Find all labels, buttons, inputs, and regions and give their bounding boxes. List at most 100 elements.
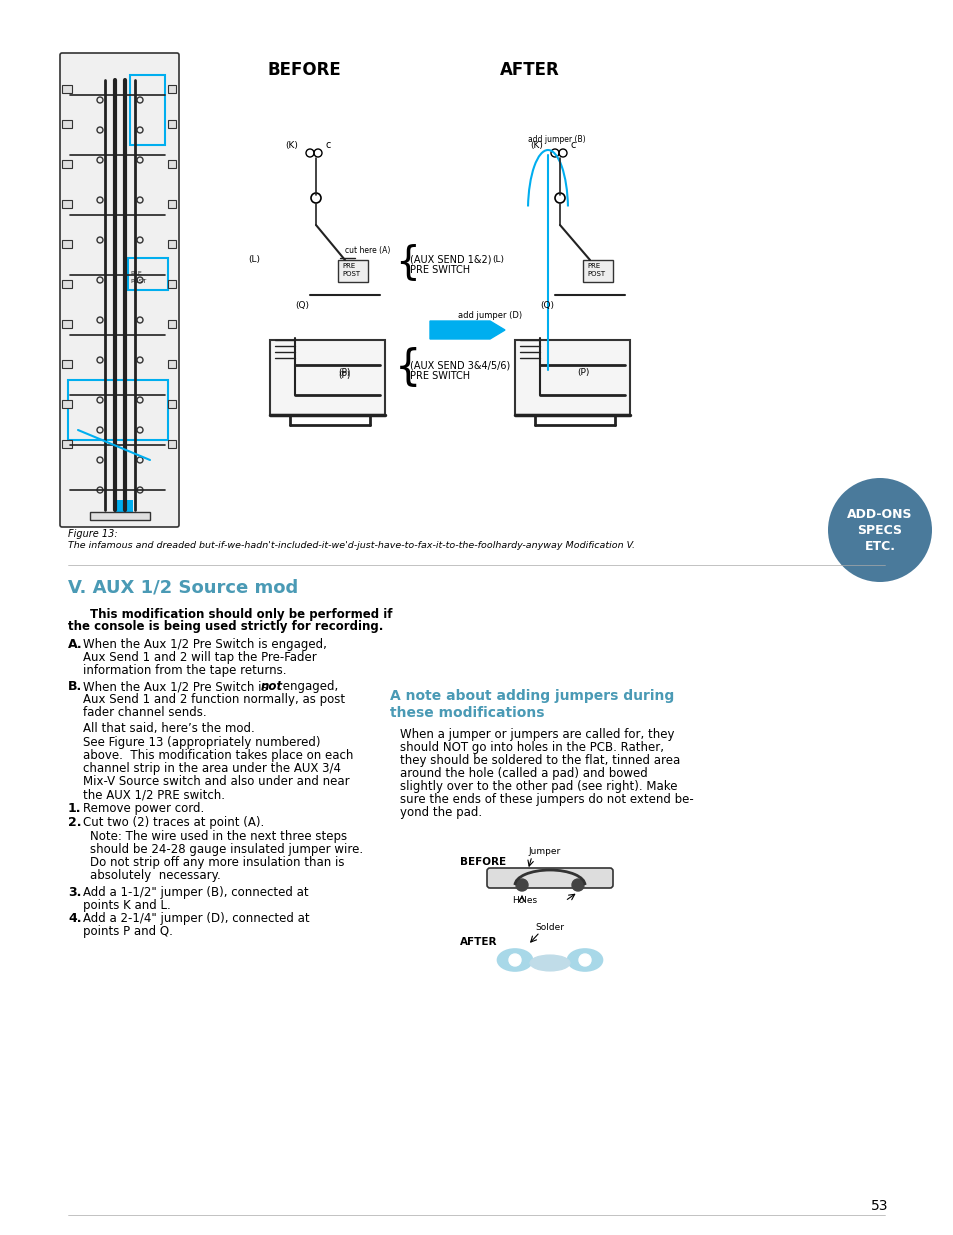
Circle shape [827, 478, 931, 582]
Bar [62, 440, 71, 448]
Text: these modifications: these modifications [390, 706, 544, 720]
Text: not: not [261, 680, 283, 693]
Text: slightly over to the other pad (see right). Make: slightly over to the other pad (see righ… [399, 781, 677, 793]
Text: above.  This modification takes place on each: above. This modification takes place on … [83, 748, 353, 762]
Text: Mix-V Source switch and also under and near: Mix-V Source switch and also under and n… [83, 776, 349, 788]
Text: absolutely  necessary.: absolutely necessary. [90, 869, 220, 882]
Text: (P): (P) [337, 368, 350, 377]
Text: 3.: 3. [68, 885, 81, 899]
Bar [168, 280, 175, 288]
Bar [62, 161, 71, 168]
Text: c: c [571, 140, 576, 149]
Circle shape [578, 953, 590, 966]
Bar [168, 440, 175, 448]
Text: Add a 2-1/4" jumper (D), connected at: Add a 2-1/4" jumper (D), connected at [83, 911, 310, 925]
FancyBboxPatch shape [60, 53, 179, 527]
Text: Do not strip off any more insulation than is: Do not strip off any more insulation tha… [90, 856, 344, 869]
Text: SPECS: SPECS [857, 524, 902, 536]
Text: When a jumper or jumpers are called for, they: When a jumper or jumpers are called for,… [399, 727, 674, 741]
Text: points K and L.: points K and L. [83, 899, 171, 911]
Text: PRE SWITCH: PRE SWITCH [410, 266, 470, 275]
Text: the console is being used strictly for recording.: the console is being used strictly for r… [68, 620, 383, 634]
Bar [62, 120, 71, 128]
Text: PRE: PRE [341, 263, 355, 269]
Text: ETC.: ETC. [863, 540, 895, 552]
Text: (Q): (Q) [539, 301, 554, 310]
Ellipse shape [497, 948, 532, 971]
Bar [168, 161, 175, 168]
Text: cut here (A): cut here (A) [345, 246, 390, 254]
Text: B.: B. [68, 680, 82, 693]
Circle shape [516, 879, 527, 890]
Text: (L): (L) [492, 254, 503, 264]
Text: (P): (P) [337, 370, 350, 380]
Text: ADD-ONS: ADD-ONS [846, 508, 912, 520]
Bar [62, 320, 71, 329]
Circle shape [509, 953, 520, 966]
Text: AFTER: AFTER [459, 937, 497, 947]
Text: c: c [326, 140, 331, 149]
Text: Figure 13:: Figure 13: [68, 529, 117, 538]
Text: should NOT go into holes in the PCB. Rather,: should NOT go into holes in the PCB. Rat… [399, 741, 663, 755]
Text: {: { [395, 347, 421, 389]
Bar [168, 400, 175, 408]
Text: Solder: Solder [535, 923, 563, 932]
Text: (Q): (Q) [294, 301, 309, 310]
Bar [62, 280, 71, 288]
Text: they should be soldered to the flat, tinned area: they should be soldered to the flat, tin… [399, 755, 679, 767]
Text: (K): (K) [530, 141, 542, 149]
Text: When the Aux 1/2 Pre Switch is: When the Aux 1/2 Pre Switch is [83, 680, 271, 693]
Text: around the hole (called a pad) and bowed: around the hole (called a pad) and bowed [399, 767, 647, 781]
Text: V. AUX 1/2 Source mod: V. AUX 1/2 Source mod [68, 578, 298, 597]
Text: PRE SWITCH: PRE SWITCH [410, 370, 470, 382]
Text: (K): (K) [285, 141, 297, 149]
Bar [62, 400, 71, 408]
Bar [62, 200, 71, 207]
Text: points P and Q.: points P and Q. [83, 925, 172, 939]
Text: add jumper (B): add jumper (B) [527, 135, 585, 144]
Text: Remove power cord.: Remove power cord. [83, 802, 204, 815]
Text: {: { [395, 243, 419, 282]
Text: add jumper (D): add jumper (D) [457, 311, 521, 320]
Text: the AUX 1/2 PRE switch.: the AUX 1/2 PRE switch. [83, 788, 225, 802]
Text: This modification should only be performed if: This modification should only be perform… [90, 608, 392, 621]
Text: BEFORE: BEFORE [459, 857, 506, 867]
Ellipse shape [567, 948, 602, 971]
Text: Aux Send 1 and 2 will tap the Pre-Fader: Aux Send 1 and 2 will tap the Pre-Fader [83, 651, 316, 664]
Text: yond the pad.: yond the pad. [399, 806, 481, 819]
Bar [128, 258, 168, 290]
Text: The infamous and dreaded but-if-we-hadn't-included-it-we'd-just-have-to-fax-it-t: The infamous and dreaded but-if-we-hadn'… [68, 541, 635, 550]
Bar [130, 75, 165, 144]
Text: should be 24-28 gauge insulated jumper wire.: should be 24-28 gauge insulated jumper w… [90, 844, 363, 856]
Text: POST: POST [130, 279, 146, 284]
Bar [337, 261, 368, 282]
Ellipse shape [530, 955, 569, 971]
Bar [168, 120, 175, 128]
Bar [62, 85, 71, 93]
Bar [168, 240, 175, 248]
Text: A.: A. [68, 638, 83, 651]
Text: 53: 53 [870, 1199, 888, 1213]
Bar [115, 500, 132, 517]
Text: (L): (L) [248, 254, 260, 264]
Bar [582, 261, 613, 282]
Bar [515, 340, 629, 415]
Bar [168, 200, 175, 207]
Text: sure the ends of these jumpers do not extend be-: sure the ends of these jumpers do not ex… [399, 793, 693, 806]
Bar [270, 340, 385, 415]
Text: information from the tape returns.: information from the tape returns. [83, 664, 286, 677]
Text: All that said, here’s the mod.: All that said, here’s the mod. [83, 722, 254, 735]
Text: AFTER: AFTER [499, 61, 559, 79]
Text: POST: POST [586, 270, 604, 277]
Text: See Figure 13 (appropriately numbered): See Figure 13 (appropriately numbered) [83, 736, 320, 748]
Text: PRE: PRE [586, 263, 599, 269]
Bar [90, 513, 150, 520]
Bar [168, 85, 175, 93]
FancyBboxPatch shape [486, 868, 613, 888]
Bar [62, 359, 71, 368]
Text: channel strip in the area under the AUX 3/4: channel strip in the area under the AUX … [83, 762, 340, 776]
Text: engaged,: engaged, [278, 680, 338, 693]
Bar [168, 359, 175, 368]
Text: 1.: 1. [68, 802, 81, 815]
Text: PRE: PRE [130, 270, 142, 275]
